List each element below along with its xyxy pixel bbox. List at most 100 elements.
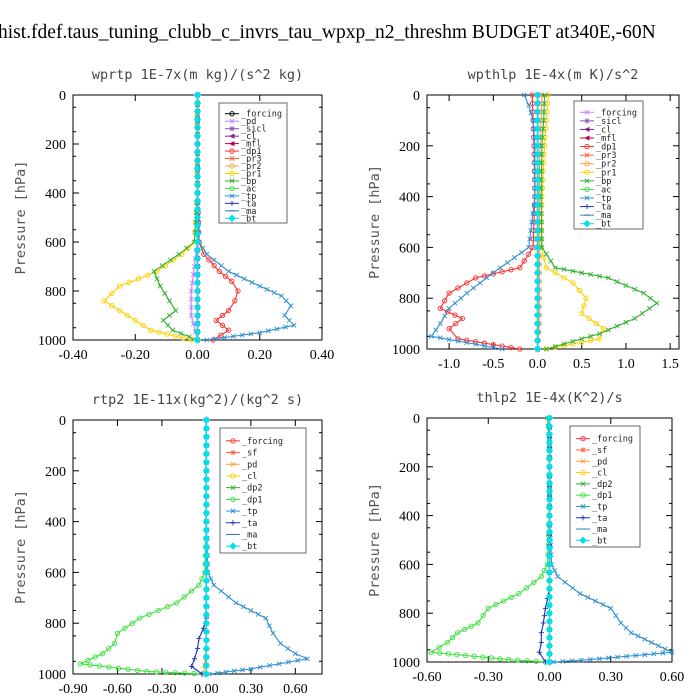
- data-point: [545, 576, 554, 585]
- series-bp: [151, 92, 201, 343]
- x-tick-label: -0.60: [412, 670, 441, 685]
- legend-label: _pr3: [241, 155, 261, 165]
- data-point: [446, 290, 452, 296]
- data-point: [544, 100, 551, 107]
- data-point: [428, 333, 434, 339]
- x-tick-label: -0.30: [474, 670, 503, 685]
- data-point: [464, 340, 470, 346]
- data-point: [249, 279, 255, 285]
- data-point: [470, 285, 476, 291]
- data-point: [581, 303, 587, 309]
- legend-marker: [580, 447, 586, 453]
- data-point: [583, 295, 589, 301]
- data-point: [442, 298, 448, 304]
- legend-label: _pr1: [241, 169, 261, 179]
- data-point: [561, 266, 567, 272]
- data-point: [204, 337, 210, 343]
- data-point: [523, 585, 530, 591]
- y-tick-label: 400: [45, 187, 66, 202]
- data-point: [202, 670, 211, 678]
- legend-label: _sf: [242, 449, 257, 459]
- data-point: [542, 92, 548, 98]
- data-point: [233, 272, 239, 278]
- x-tick-label: 1.0: [617, 357, 635, 372]
- data-point: [517, 265, 523, 271]
- data-point: [545, 552, 554, 560]
- data-point: [263, 615, 269, 621]
- data-point: [248, 666, 254, 672]
- legend-marker: [584, 178, 590, 184]
- data-point: [533, 235, 542, 243]
- data-point: [114, 630, 121, 637]
- data-point: [635, 633, 641, 639]
- data-point: [533, 286, 542, 294]
- data-point: [493, 602, 499, 608]
- data-point: [304, 656, 310, 662]
- data-point: [225, 307, 232, 314]
- legend-label: _bt: [242, 542, 257, 552]
- legend-label: _cl: [596, 125, 611, 135]
- data-point: [530, 211, 536, 217]
- data-point: [144, 668, 150, 675]
- data-point: [533, 133, 542, 142]
- legend-label: _bt: [592, 536, 607, 546]
- data-point: [527, 236, 533, 242]
- data-point: [202, 458, 211, 467]
- data-point: [541, 117, 547, 123]
- y-tick-label: 1000: [38, 334, 66, 349]
- legend-marker: [229, 148, 235, 154]
- data-point: [570, 338, 576, 344]
- data-point: [193, 254, 202, 263]
- data-point: [134, 667, 141, 674]
- data-point: [538, 573, 544, 580]
- chart-panel-0: wprtp 1E-7x(m kg)/(s^2 kg) Pressure [hPa]…: [13, 67, 334, 363]
- data-point: [539, 143, 545, 149]
- legend-label: _bp: [241, 177, 256, 187]
- legend-label: _bt: [241, 214, 256, 224]
- data-point: [468, 623, 474, 629]
- data-point: [497, 265, 503, 271]
- data-point: [257, 330, 263, 336]
- legend-label: _ma: [592, 525, 607, 535]
- data-point: [485, 605, 491, 611]
- data-point: [516, 591, 522, 597]
- data-point: [193, 319, 202, 328]
- data-point: [608, 605, 614, 611]
- data-point: [180, 335, 186, 341]
- y-tick-label: 1000: [392, 343, 420, 358]
- data-point: [642, 636, 648, 642]
- legend-label: _ma: [241, 207, 256, 217]
- data-point: [538, 219, 545, 225]
- legend-marker: [584, 169, 590, 175]
- data-point: [545, 414, 554, 422]
- data-point: [157, 283, 163, 289]
- data-point: [137, 615, 143, 621]
- data-point: [533, 336, 542, 345]
- data-point: [462, 652, 469, 659]
- data-point: [539, 227, 545, 233]
- data-point: [545, 463, 554, 471]
- data-point: [545, 446, 554, 455]
- y-tick-label: 800: [399, 292, 420, 307]
- data-point: [85, 657, 91, 664]
- data-point: [106, 664, 112, 670]
- legend-label: _pd: [242, 460, 257, 470]
- data-point: [202, 424, 211, 433]
- data-point: [156, 329, 162, 335]
- series-tp: [428, 92, 538, 352]
- data-point: [504, 260, 510, 266]
- y-tick-label: 800: [45, 285, 66, 300]
- data-point: [543, 265, 550, 271]
- data-point: [651, 651, 657, 657]
- data-point: [588, 333, 594, 339]
- data-point: [92, 654, 98, 660]
- chart-panels: wprtp 1E-7x(m kg)/(s^2 kg) Pressure [hPa]…: [13, 67, 684, 697]
- data-point: [533, 252, 542, 260]
- data-point: [623, 319, 629, 325]
- data-point: [497, 656, 503, 662]
- data-point: [148, 327, 154, 333]
- data-point: [642, 652, 648, 658]
- data-point: [202, 577, 211, 585]
- data-point: [633, 652, 639, 659]
- data-point: [193, 336, 202, 344]
